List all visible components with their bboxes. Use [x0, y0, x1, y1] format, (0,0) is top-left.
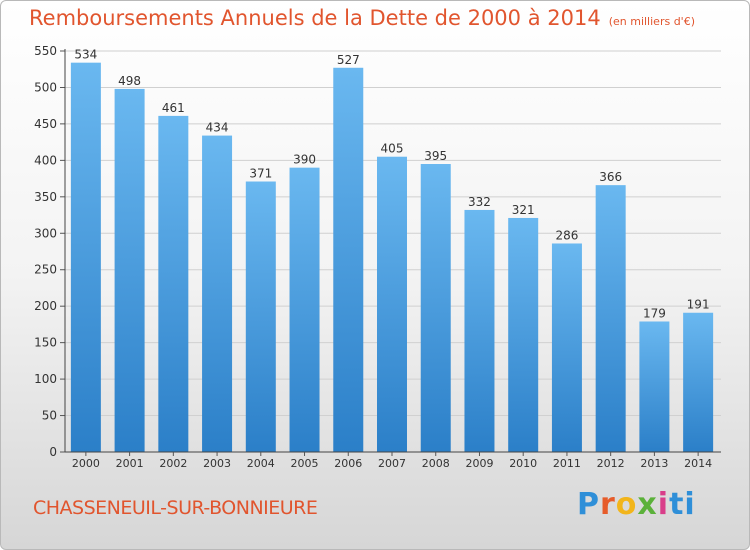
x-tick-label: 2004	[247, 457, 275, 470]
chart-subtitle: (en milliers d'€)	[608, 15, 695, 28]
bar	[70, 62, 101, 452]
data-label: 321	[512, 203, 535, 217]
logo-letter: r	[600, 487, 616, 522]
x-tick-label: 2013	[640, 457, 668, 470]
y-tick-label: 450	[34, 117, 57, 131]
x-tick-label: 2006	[334, 457, 362, 470]
city-name: CHASSENEUIL-SUR-BONNIEURE	[33, 497, 318, 519]
x-tick-label: 2010	[509, 457, 537, 470]
data-label: 390	[293, 153, 316, 167]
bar	[508, 217, 539, 452]
x-tick-label: 2003	[203, 457, 231, 470]
bar	[551, 243, 582, 452]
x-tick-label: 2005	[291, 457, 319, 470]
data-label: 371	[249, 167, 272, 181]
chart-title-text: Remboursements Annuels de la Dette de 20…	[29, 6, 601, 30]
proxiti-logo[interactable]: Proxiti	[577, 487, 696, 522]
x-tick-label: 2008	[422, 457, 450, 470]
logo-letter: o	[615, 487, 638, 522]
axes: 0 50 100 150 200 250 300 350 400 450 500 550 2000 200…	[34, 44, 721, 470]
data-label: 534	[74, 48, 97, 62]
x-tick-label: 2014	[684, 457, 712, 470]
data-label: 395	[424, 149, 447, 163]
y-tick-label: 200	[34, 299, 57, 313]
data-label: 332	[468, 195, 491, 209]
x-tick-label: 2011	[553, 457, 581, 470]
data-label: 179	[643, 306, 666, 320]
y-tick-label: 50	[42, 409, 57, 423]
bar	[683, 312, 714, 452]
chart-title: Remboursements Annuels de la Dette de 20…	[29, 6, 695, 30]
y-tick-label: 300	[34, 226, 57, 240]
bar	[114, 88, 145, 453]
bar	[639, 321, 670, 452]
logo-letter: P	[577, 487, 600, 522]
bar	[377, 156, 407, 452]
data-label: 286	[555, 228, 578, 242]
bar	[333, 67, 364, 452]
y-tick-label: 550	[34, 44, 57, 58]
x-tick-label: 2012	[597, 457, 625, 470]
bars	[70, 62, 714, 453]
bar	[289, 167, 320, 452]
logo-letter: i	[657, 487, 670, 522]
x-tick-label: 2007	[378, 457, 406, 470]
bar	[420, 164, 451, 452]
data-label: 527	[337, 53, 360, 67]
bar	[158, 115, 189, 452]
data-label: 366	[599, 170, 622, 184]
bar	[595, 185, 626, 453]
y-tick-label: 500	[34, 80, 57, 94]
logo-letter: i	[684, 487, 696, 522]
data-labels: 534 498 461 434 371 390 527 405 395 332 321 286 366 1…	[74, 48, 709, 321]
bar	[245, 181, 276, 453]
y-tick-label: 350	[34, 190, 57, 204]
bar	[202, 135, 233, 453]
logo-letter: x	[637, 487, 658, 522]
data-label: 498	[118, 74, 141, 88]
x-tick-label: 2002	[159, 457, 187, 470]
x-tick-label: 2009	[465, 457, 493, 470]
y-tick-label: 150	[34, 336, 57, 350]
y-tick-label: 0	[49, 445, 57, 459]
data-label: 461	[162, 101, 185, 115]
y-tick-label: 400	[34, 153, 57, 167]
logo-letter: t	[669, 487, 685, 522]
x-tick-label: 2000	[72, 457, 100, 470]
bar	[464, 209, 495, 452]
data-label: 434	[206, 121, 229, 135]
y-tick-label: 100	[34, 372, 57, 386]
y-tick-label: 250	[34, 263, 57, 277]
x-tick-label: 2001	[116, 457, 144, 470]
data-label: 405	[381, 142, 404, 156]
data-label: 191	[687, 298, 710, 312]
